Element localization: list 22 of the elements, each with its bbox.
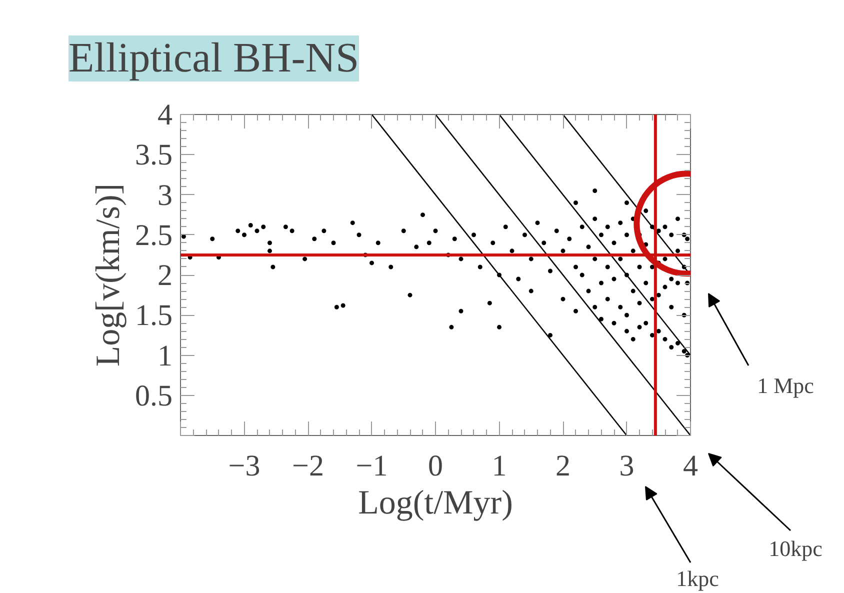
x-tick-label: 0 [428,450,443,482]
chart-title: Elliptical BH-NS [68,36,359,82]
text: 1kpc [676,566,720,591]
y-tick-label: 1 [158,339,172,372]
text: 10kpc [768,536,823,561]
y-tick-label: 2 [158,259,172,292]
y-tick-label: 4 [158,98,172,132]
text: 1 Mpc [757,373,814,398]
x-tick-label: −2 [292,450,324,482]
x-tick-label: −3 [228,450,260,482]
x-tick-label: 4 [683,450,698,482]
x-axis-title: Log(t/Myr) [358,484,513,522]
x-tick-label: −1 [356,450,388,482]
x-tick-label: 1 [492,450,507,482]
y-axis-title: Log[v(km/s)] [90,183,127,367]
y-tick-label: 2.5 [135,218,172,252]
y-tick-label: 3.5 [135,138,172,172]
x-tick-label: 3 [619,450,634,482]
y-tick-label: 0.5 [135,379,172,412]
x-tick-label: 2 [556,450,570,482]
y-tick-label: 3 [158,178,172,212]
y-tick-label: 1.5 [135,299,172,332]
